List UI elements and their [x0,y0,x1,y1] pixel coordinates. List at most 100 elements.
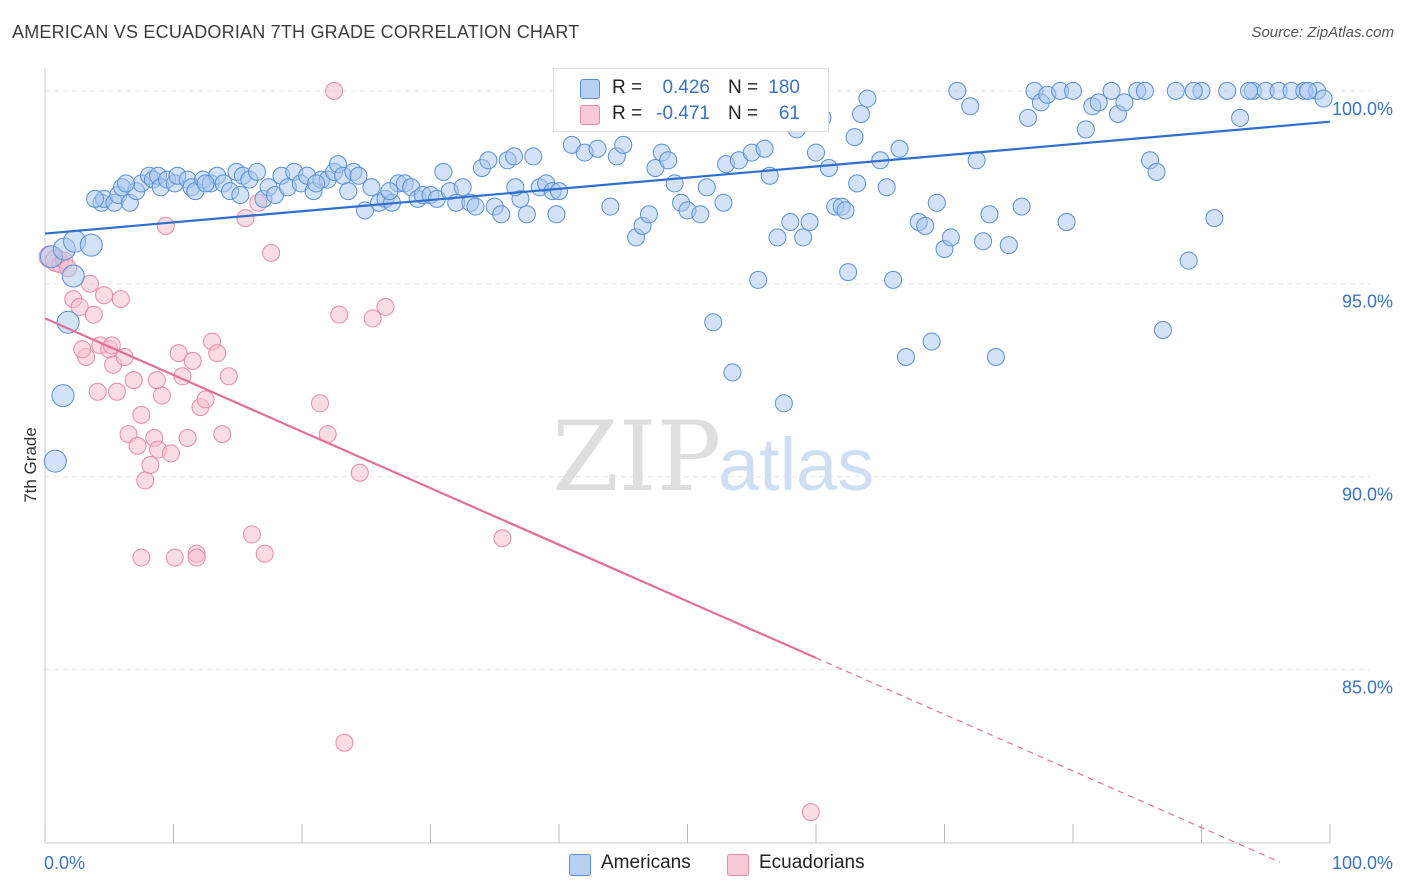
americans-point [1089,93,1108,112]
americans-point [941,228,960,247]
ecuadorians-legend-swatch [727,854,749,876]
americans-point [362,178,381,197]
ecuadorians-point [111,290,130,309]
americans-point [877,178,896,197]
ecuadorians-point [147,371,166,390]
ecuadorians-point [376,297,395,316]
americans-point [755,139,774,158]
ecuadorians-point [132,548,151,567]
americans-point [453,178,472,197]
americans-point [116,174,135,193]
americans-point [380,182,399,201]
ecuadorians-point [161,444,180,463]
y-axis-label: 7th Grade [21,427,40,503]
ecuadorians-point [132,405,151,424]
americans-point [781,213,800,231]
americans-point [434,162,453,181]
americans-point [505,147,524,166]
legend-r-label: R = [612,77,643,98]
ecuadorians-point [255,544,274,563]
correlation-legend: R = 0.426 N = 180 R = -0.471 N = 61 [553,68,829,132]
americans-point [961,97,980,116]
legend-n-label: N = [728,103,759,124]
americans-point [986,348,1005,366]
americans-point [1135,81,1154,100]
americans-point [1153,321,1172,339]
chart-title: AMERICAN VS ECUADORIAN 7TH GRADE CORRELA… [12,22,580,42]
americans-point [524,147,543,166]
ecuadorians-points [38,81,820,822]
americans-point [704,313,723,332]
ecuadorians-point [141,456,160,474]
americans-point [980,205,999,224]
ecuadorians-point [70,297,89,316]
americans-point [714,193,733,212]
americans-point [196,174,215,193]
americans-point [1019,108,1038,127]
ecuadorians-point [178,429,197,447]
ecuadorians-legend-label: Ecuadorians [759,852,865,873]
americans-point [1147,162,1166,181]
americans-point [691,205,710,224]
axis-layer [44,68,1331,844]
ecuadorians-point [208,344,227,363]
legend-r-label: R = [612,103,643,124]
ecuadorians-point [242,525,261,544]
americans-point [601,197,620,216]
americans-trendline [44,120,1331,235]
americans-point [927,193,946,212]
ecuadorians-point [183,351,202,370]
ecuadorians-point [335,733,354,752]
americans-point [1076,120,1095,139]
ecuadorians-point [124,371,143,390]
ecuadorians-point [128,436,147,455]
americans-point [43,449,67,473]
americans-points [39,81,1333,473]
americans-point [479,151,498,170]
americans-point [1179,251,1198,270]
watermark-atlas: atlas [718,423,874,506]
americans-point [492,205,511,224]
americans-point [56,310,80,334]
grid-layer [45,90,1370,670]
americans-point [659,151,678,170]
ecuadorians-point [95,286,114,305]
americans-point [248,162,267,181]
trend-layer [44,120,1331,863]
americans-point [339,182,358,201]
americans-point [851,105,870,123]
ecuadorians-point [136,471,155,490]
ecuadorians-point [801,803,820,822]
americans-point [1299,81,1318,100]
ecuadorians-point [156,216,175,235]
legend-n-value: 180 [768,77,800,98]
americans-point [794,228,813,247]
americans-point [61,264,85,288]
americans-point [974,232,993,251]
americans-point [839,263,858,282]
americans-point [1218,81,1237,100]
americans-point [697,178,716,197]
ecuadorians-point [73,340,92,359]
americans-point [858,89,877,108]
ecuadorians-point [187,548,206,567]
ecuadorians-point [196,390,215,409]
ecuadorians-point [84,305,103,324]
watermark: ZIP atlas [552,401,874,513]
americans-point [890,139,909,158]
americans-point [768,228,787,247]
americans-legend-swatch [569,854,591,876]
ecuadorians-point [219,367,238,386]
americans-point [916,216,935,235]
americans-point [51,384,75,408]
americans-point [749,270,768,289]
americans-point [79,233,103,257]
y-tick-label: 95.0% [1342,292,1393,312]
ecuadorians-point [350,463,369,482]
americans-point [588,139,607,158]
source-label: Source: ZipAtlas.com [1251,24,1394,41]
legend-r-value: -0.471 [656,103,710,124]
americans-point [884,270,903,289]
ecuadorians-point [165,548,184,567]
americans-point [1057,213,1076,231]
